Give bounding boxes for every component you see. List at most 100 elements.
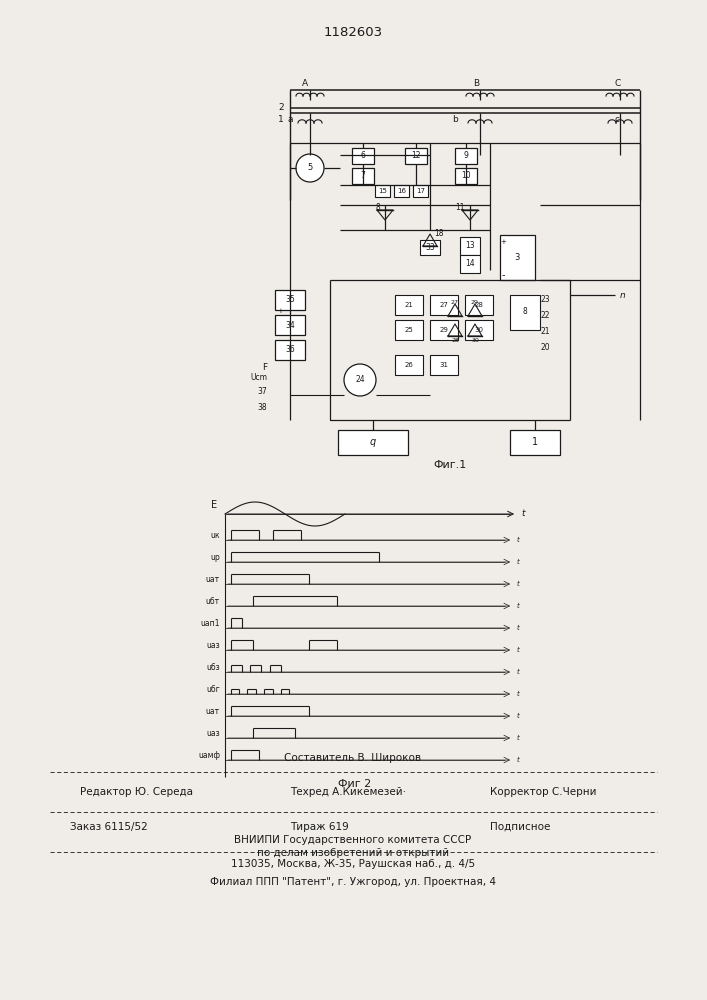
Text: 27: 27: [451, 300, 459, 304]
Text: Фиг.1: Фиг.1: [433, 460, 467, 470]
Text: 28: 28: [451, 338, 459, 342]
Text: +: +: [500, 239, 506, 245]
Text: 29: 29: [471, 300, 479, 304]
Text: 31: 31: [440, 362, 448, 368]
Text: по делам изобретений и открытий: по делам изобретений и открытий: [257, 848, 449, 858]
Bar: [430, 320, 458, 340]
Text: 13: 13: [465, 241, 475, 250]
Bar: [352, 168, 374, 184]
Text: t: t: [521, 510, 525, 518]
Text: 16: 16: [397, 188, 406, 194]
Text: ВНИИПИ Государственного комитета СССР: ВНИИПИ Государственного комитета СССР: [235, 835, 472, 845]
Text: Составитель В. Широков: Составитель В. Широков: [284, 753, 421, 763]
Bar: [275, 340, 305, 360]
Text: 11: 11: [455, 204, 465, 213]
Text: uр: uр: [210, 552, 220, 562]
Text: t: t: [517, 559, 520, 565]
Bar: [465, 320, 493, 340]
Text: t: t: [517, 603, 520, 609]
Text: 38: 38: [257, 402, 267, 412]
Bar: [405, 148, 427, 164]
Text: Тираж 619: Тираж 619: [290, 822, 349, 832]
Text: t: t: [517, 757, 520, 763]
Text: uап1: uап1: [201, 618, 220, 628]
Text: t: t: [517, 735, 520, 741]
Bar: [465, 295, 493, 315]
Bar: [395, 355, 423, 375]
Text: uбг: uбг: [206, 684, 220, 694]
Text: 27: 27: [440, 302, 448, 308]
Text: 20: 20: [540, 344, 550, 353]
Text: 10: 10: [461, 172, 471, 180]
Text: A: A: [302, 79, 308, 88]
Text: 21: 21: [404, 302, 414, 308]
Bar: [500, 235, 535, 280]
Text: t: t: [517, 691, 520, 697]
Bar: [455, 168, 477, 184]
Text: 34: 34: [285, 320, 295, 330]
Text: Редактор Ю. Середа: Редактор Ю. Середа: [80, 787, 193, 797]
Text: a: a: [287, 115, 293, 124]
Text: 26: 26: [404, 362, 414, 368]
Text: 23: 23: [540, 296, 550, 304]
Text: 5: 5: [308, 163, 312, 172]
Text: t: t: [517, 537, 520, 543]
Text: t: t: [517, 625, 520, 631]
Text: q: q: [370, 437, 376, 447]
Text: 21: 21: [540, 328, 550, 336]
Text: t: t: [517, 581, 520, 587]
Text: Техред А.Кикемезей·: Техред А.Кикемезей·: [290, 787, 406, 797]
Text: 9: 9: [464, 151, 469, 160]
Bar: [394, 185, 409, 197]
Text: uаз: uаз: [206, 728, 220, 738]
Text: 14: 14: [465, 259, 475, 268]
Bar: [510, 295, 540, 330]
Text: B: B: [473, 79, 479, 88]
Bar: [275, 290, 305, 310]
Text: c: c: [615, 115, 620, 124]
Text: 7: 7: [361, 172, 366, 180]
Bar: [275, 315, 305, 335]
Text: t: t: [517, 669, 520, 675]
Text: 37: 37: [257, 387, 267, 396]
Text: b: b: [452, 115, 458, 124]
Text: 1182603: 1182603: [323, 25, 382, 38]
Text: n: n: [620, 290, 626, 300]
Text: t: t: [517, 713, 520, 719]
Bar: [420, 240, 440, 255]
Text: 113035, Москва, Ж-35, Раушская наб., д. 4/5: 113035, Москва, Ж-35, Раушская наб., д. …: [231, 859, 475, 869]
Text: uк: uк: [211, 530, 220, 540]
Text: 22: 22: [540, 312, 550, 320]
Text: 30: 30: [474, 327, 484, 333]
Text: Заказ 6115/52: Заказ 6115/52: [70, 822, 148, 832]
Text: 3: 3: [514, 252, 520, 261]
Text: 1: 1: [279, 115, 284, 124]
Bar: [395, 320, 423, 340]
Text: uбз: uбз: [206, 662, 220, 672]
Bar: [460, 237, 480, 255]
Text: 12: 12: [411, 151, 421, 160]
Text: Филиал ППП "Патент", г. Ужгород, ул. Проектная, 4: Филиал ППП "Патент", г. Ужгород, ул. Про…: [210, 877, 496, 887]
Text: 8: 8: [375, 204, 380, 213]
Text: E: E: [211, 500, 217, 510]
Text: uбт: uбт: [206, 596, 220, 605]
Bar: [395, 295, 423, 315]
Text: F: F: [262, 362, 267, 371]
Text: 33: 33: [425, 242, 435, 251]
Bar: [375, 185, 390, 197]
Text: 6: 6: [361, 151, 366, 160]
Text: -: -: [501, 270, 505, 280]
Bar: [338, 430, 408, 455]
Text: uат: uат: [206, 574, 220, 584]
Bar: [455, 148, 477, 164]
Text: 15: 15: [378, 188, 387, 194]
Text: uамф: uамф: [198, 750, 220, 760]
Text: C: C: [615, 79, 621, 88]
Bar: [430, 295, 458, 315]
Text: 1: 1: [532, 437, 538, 447]
Text: 18: 18: [434, 229, 443, 237]
Text: 25: 25: [404, 327, 414, 333]
Text: 28: 28: [474, 302, 484, 308]
Text: 29: 29: [440, 327, 448, 333]
Text: +: +: [277, 308, 283, 314]
